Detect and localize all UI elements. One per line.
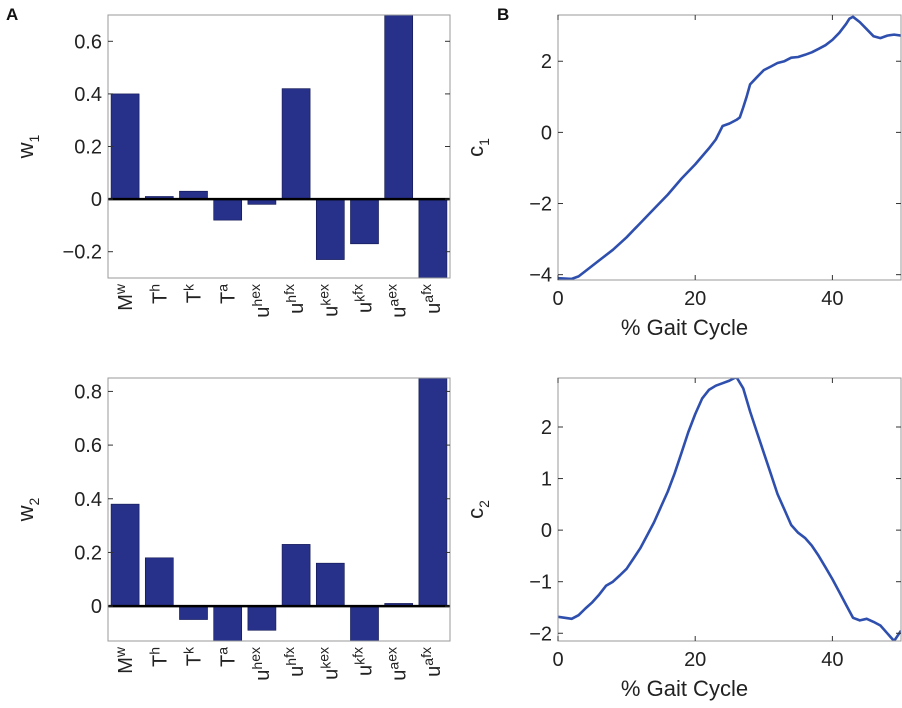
w2-category-label: Tk [181, 646, 206, 666]
w1-ytick-label: 0.4 [74, 84, 102, 106]
w2-bar [418, 377, 448, 607]
w2-category-label: Th [146, 647, 171, 667]
w2-category-label: uhex [247, 647, 274, 681]
w2-category-label: Mw [112, 646, 137, 674]
w1-category-label: Mw [112, 283, 137, 311]
w2-category-label: uafx [418, 647, 445, 677]
w2-category-label: uaex [384, 647, 411, 681]
w1-category-label: Ta [215, 284, 240, 304]
c1-ytick-label: 2 [541, 51, 552, 73]
c2-xtick-label: 20 [684, 649, 706, 671]
c1-ytick-label: −4 [529, 265, 552, 287]
w2-ytick-label: 0.6 [74, 435, 102, 457]
c1-ylabel: c1 [463, 138, 492, 157]
c1-ytick-label: 0 [541, 122, 552, 144]
c2-ytick-label: 2 [541, 417, 552, 439]
w2-ytick-label: 0.8 [74, 381, 102, 403]
w2-ytick-label: 0.2 [74, 542, 102, 564]
w2-category-label: Ta [215, 647, 240, 667]
w2-bar [281, 544, 311, 607]
w1-bar [281, 88, 311, 200]
c1-series-line [558, 15, 901, 280]
w2-ytick-label: 0 [91, 596, 102, 618]
c2-ytick-label: −1 [529, 572, 552, 594]
w2-bar [213, 605, 243, 642]
w1-bar [213, 198, 243, 221]
w2-bar [247, 605, 277, 631]
w1-category-label: Th [146, 284, 171, 304]
panel-label-a: A [6, 5, 18, 24]
w2-ylabel: w2 [13, 497, 42, 522]
c2-series-line [558, 378, 901, 641]
c2-xtick-label: 0 [552, 649, 563, 671]
w1-ylabel: w1 [13, 134, 42, 159]
c2-ytick-label: 1 [541, 469, 552, 491]
c1-xtick-label: 20 [684, 288, 706, 310]
w1-ytick-label: −0.2 [63, 242, 102, 264]
w1-category-label: Tk [181, 283, 206, 303]
w2-category-label: ukex [315, 647, 342, 680]
w2-bar [144, 557, 174, 607]
w1-bar [384, 14, 414, 200]
w1-ytick-label: 0.6 [74, 31, 102, 53]
c2-axes-frame [557, 377, 902, 642]
c1-axes-frame [557, 14, 902, 281]
w1-bar [418, 198, 448, 279]
c2-xlabel: % Gait Cycle [621, 676, 748, 701]
w1-ytick-label: 0 [91, 189, 102, 211]
w2-bar [315, 562, 345, 607]
w1-category-label: uaex [384, 284, 411, 318]
w2-bar [110, 503, 140, 607]
c2-ylabel: c2 [463, 500, 492, 519]
c2-xtick-label: 40 [821, 649, 843, 671]
c1-xtick-label: 0 [552, 288, 563, 310]
c1-xtick-label: 40 [821, 288, 843, 310]
w2-category-label: ukfx [350, 647, 377, 676]
w1-bar [110, 93, 140, 200]
w1-bar [315, 198, 345, 260]
w2-bar [350, 605, 379, 642]
w2-ytick-label: 0.4 [74, 489, 102, 511]
w2-category-label: uhfx [281, 647, 308, 677]
w1-category-label: uhex [247, 284, 274, 318]
w1-category-label: ukfx [350, 284, 377, 313]
c2-ytick-label: −2 [529, 623, 552, 645]
c1-xlabel: % Gait Cycle [621, 315, 748, 340]
w1-bar [350, 198, 379, 245]
w1-ytick-label: 0.2 [74, 137, 102, 159]
panel-label-b: B [497, 5, 509, 24]
w1-category-label: ukex [315, 284, 342, 317]
w2-bar [179, 605, 208, 620]
c2-ytick-label: 0 [541, 520, 552, 542]
w1-category-label: uhfx [281, 284, 308, 314]
w1-category-label: uafx [418, 284, 445, 314]
w2-axes-frame [107, 377, 451, 642]
c1-ytick-label: −2 [529, 194, 552, 216]
